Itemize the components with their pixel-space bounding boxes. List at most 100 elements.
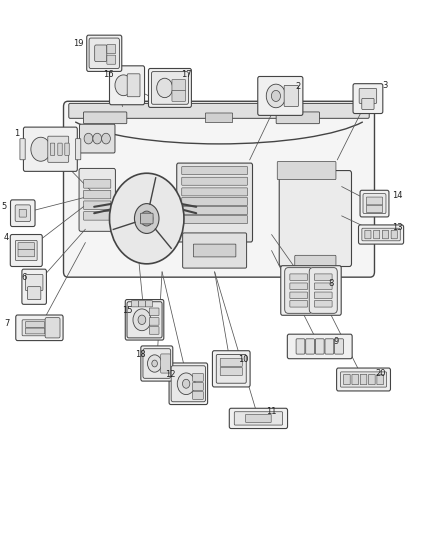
FancyBboxPatch shape — [359, 88, 377, 103]
FancyBboxPatch shape — [138, 301, 145, 307]
FancyBboxPatch shape — [110, 66, 145, 104]
Circle shape — [138, 315, 146, 325]
FancyBboxPatch shape — [10, 235, 42, 266]
FancyBboxPatch shape — [15, 205, 30, 222]
Circle shape — [266, 84, 286, 108]
FancyBboxPatch shape — [84, 212, 111, 220]
FancyBboxPatch shape — [15, 240, 37, 261]
FancyBboxPatch shape — [335, 339, 343, 354]
FancyBboxPatch shape — [182, 197, 247, 205]
FancyBboxPatch shape — [287, 334, 352, 359]
Circle shape — [110, 173, 184, 264]
FancyBboxPatch shape — [365, 230, 371, 239]
FancyBboxPatch shape — [391, 230, 397, 239]
FancyBboxPatch shape — [246, 414, 271, 423]
FancyBboxPatch shape — [25, 328, 45, 334]
FancyBboxPatch shape — [152, 71, 188, 104]
FancyBboxPatch shape — [45, 318, 60, 338]
FancyBboxPatch shape — [290, 301, 307, 307]
FancyBboxPatch shape — [50, 143, 55, 156]
FancyBboxPatch shape — [145, 301, 152, 307]
FancyBboxPatch shape — [143, 349, 171, 378]
FancyBboxPatch shape — [127, 74, 140, 97]
FancyBboxPatch shape — [20, 139, 25, 160]
FancyBboxPatch shape — [277, 161, 336, 180]
FancyBboxPatch shape — [314, 274, 332, 280]
Circle shape — [102, 133, 110, 144]
FancyBboxPatch shape — [205, 113, 233, 123]
FancyBboxPatch shape — [79, 168, 115, 231]
FancyBboxPatch shape — [314, 301, 332, 307]
FancyBboxPatch shape — [64, 101, 374, 277]
FancyBboxPatch shape — [11, 200, 35, 227]
FancyBboxPatch shape — [285, 268, 313, 313]
FancyBboxPatch shape — [25, 322, 45, 327]
FancyBboxPatch shape — [182, 177, 247, 185]
Text: 1: 1 — [14, 129, 19, 138]
Text: 3: 3 — [382, 81, 387, 90]
FancyBboxPatch shape — [80, 124, 115, 153]
FancyBboxPatch shape — [183, 233, 247, 268]
FancyBboxPatch shape — [177, 163, 252, 242]
FancyBboxPatch shape — [87, 35, 122, 71]
Circle shape — [148, 355, 162, 372]
FancyBboxPatch shape — [16, 315, 63, 341]
FancyBboxPatch shape — [149, 318, 159, 325]
Circle shape — [31, 137, 50, 161]
FancyBboxPatch shape — [172, 91, 185, 101]
FancyBboxPatch shape — [149, 327, 159, 334]
FancyBboxPatch shape — [149, 308, 159, 316]
Text: 5: 5 — [2, 202, 7, 211]
FancyBboxPatch shape — [161, 354, 170, 373]
FancyBboxPatch shape — [22, 269, 46, 304]
FancyBboxPatch shape — [306, 339, 314, 354]
Circle shape — [272, 91, 280, 101]
FancyBboxPatch shape — [367, 197, 382, 205]
Text: 8: 8 — [328, 279, 333, 288]
FancyBboxPatch shape — [48, 136, 69, 162]
FancyBboxPatch shape — [290, 283, 307, 289]
FancyBboxPatch shape — [107, 55, 116, 64]
FancyBboxPatch shape — [65, 143, 69, 156]
FancyBboxPatch shape — [314, 292, 332, 298]
FancyBboxPatch shape — [69, 103, 369, 118]
FancyBboxPatch shape — [220, 367, 242, 376]
FancyBboxPatch shape — [374, 230, 380, 239]
Text: 11: 11 — [266, 407, 277, 416]
FancyBboxPatch shape — [141, 346, 173, 381]
FancyBboxPatch shape — [89, 38, 120, 69]
Text: 7: 7 — [4, 319, 9, 328]
FancyBboxPatch shape — [148, 69, 191, 108]
FancyBboxPatch shape — [336, 368, 390, 391]
FancyBboxPatch shape — [83, 112, 127, 124]
FancyBboxPatch shape — [84, 201, 111, 209]
FancyBboxPatch shape — [377, 374, 384, 385]
FancyBboxPatch shape — [295, 255, 336, 267]
Circle shape — [84, 133, 93, 144]
FancyBboxPatch shape — [127, 302, 162, 338]
Text: 6: 6 — [21, 273, 27, 281]
FancyBboxPatch shape — [362, 228, 400, 241]
Text: 20: 20 — [375, 369, 385, 377]
FancyBboxPatch shape — [75, 139, 81, 160]
FancyBboxPatch shape — [368, 374, 375, 385]
FancyBboxPatch shape — [182, 215, 247, 224]
FancyBboxPatch shape — [171, 366, 205, 402]
FancyBboxPatch shape — [363, 193, 386, 214]
FancyBboxPatch shape — [284, 85, 298, 107]
Circle shape — [177, 373, 195, 394]
FancyBboxPatch shape — [220, 358, 242, 367]
FancyBboxPatch shape — [140, 213, 153, 224]
FancyBboxPatch shape — [22, 320, 48, 336]
FancyBboxPatch shape — [258, 76, 303, 116]
Text: 17: 17 — [181, 70, 191, 79]
FancyBboxPatch shape — [230, 408, 287, 429]
FancyBboxPatch shape — [107, 44, 116, 53]
FancyBboxPatch shape — [169, 363, 208, 405]
Text: 19: 19 — [73, 39, 83, 48]
FancyBboxPatch shape — [18, 243, 35, 250]
Circle shape — [133, 309, 151, 330]
FancyBboxPatch shape — [296, 339, 305, 354]
FancyBboxPatch shape — [216, 354, 246, 383]
FancyBboxPatch shape — [19, 209, 26, 217]
